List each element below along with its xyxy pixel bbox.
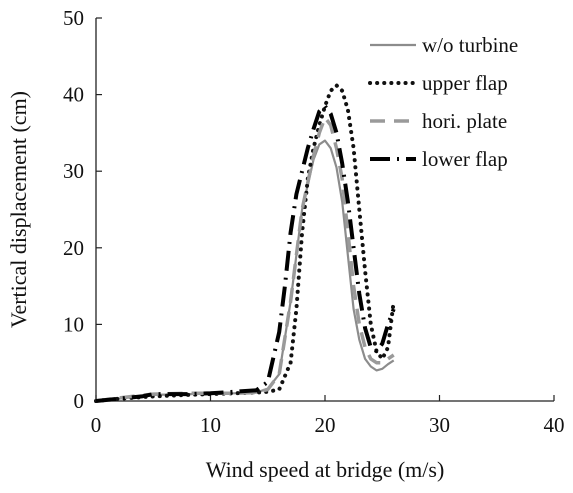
- x-tick-label: 30: [429, 413, 450, 437]
- x-tick-label: 0: [91, 413, 102, 437]
- series-line-hori-plate: [95, 115, 395, 403]
- y-tick-label: 20: [63, 236, 84, 260]
- series-line-lower-flap: [95, 104, 396, 403]
- x-axis-title: Wind speed at bridge (m/s): [206, 457, 445, 482]
- series-line-upper-flap: [94, 83, 396, 403]
- y-axis-title: Vertical displacement (cm): [6, 91, 31, 328]
- y-tick-label: 40: [63, 83, 84, 107]
- series-line-w-o-turbine: [95, 139, 395, 403]
- x-tick-label: 40: [544, 413, 565, 437]
- legend-label-w-o-turbine: w/o turbine: [422, 33, 518, 57]
- axes: 0 10 20 30 40 0 10 20 30 40 50: [63, 6, 565, 437]
- y-tick-label: 10: [63, 312, 84, 336]
- x-tick-label: 20: [315, 413, 336, 437]
- y-tick-label: 0: [74, 389, 85, 413]
- y-tick-label: 50: [63, 6, 84, 30]
- y-tick-label: 30: [63, 159, 84, 183]
- series-group: [94, 83, 396, 403]
- legend-label-hori-plate: hori. plate: [422, 109, 507, 133]
- legend-label-lower-flap: lower flap: [422, 147, 508, 171]
- legend-label-upper-flap: upper flap: [422, 71, 508, 95]
- legend: w/o turbine upper flap hori. plate lower fl…: [368, 33, 518, 171]
- x-tick-label: 10: [200, 413, 221, 437]
